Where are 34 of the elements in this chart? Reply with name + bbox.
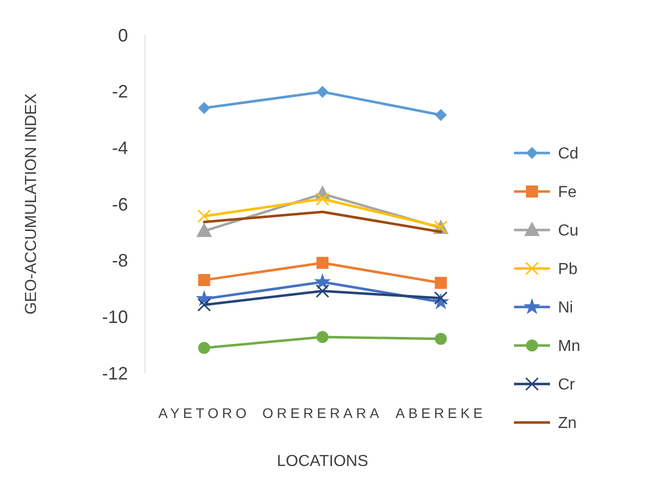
legend-label: Ni bbox=[558, 300, 574, 317]
point bbox=[198, 102, 210, 114]
y-tick-label: -8 bbox=[112, 250, 128, 271]
legend-label: Pb bbox=[558, 261, 578, 278]
point bbox=[314, 273, 332, 290]
point bbox=[434, 276, 447, 289]
legend-label: Cd bbox=[558, 146, 578, 163]
point bbox=[198, 342, 210, 354]
y-tick-label: -2 bbox=[112, 82, 128, 102]
point bbox=[434, 291, 448, 305]
x-axis-title: LOCATIONS bbox=[276, 453, 368, 470]
x-tick-label: ABEREKE bbox=[396, 405, 486, 421]
legend-label: Mn bbox=[558, 338, 580, 356]
legend-label: Fe bbox=[558, 184, 577, 202]
point bbox=[434, 332, 447, 345]
legend-label: Cu bbox=[558, 222, 578, 240]
y-axis-title: GEO-ACCUMULATION INDEX bbox=[23, 93, 40, 315]
x-tick-label: ORERERARA bbox=[262, 405, 383, 421]
point bbox=[434, 108, 447, 121]
point bbox=[196, 222, 212, 238]
point bbox=[316, 330, 328, 343]
legend-label: Cr bbox=[558, 376, 576, 394]
y-tick-label: -10 bbox=[102, 306, 128, 327]
point bbox=[198, 274, 210, 286]
y-tick-label: -12 bbox=[102, 363, 128, 384]
legend-label: Zn bbox=[558, 415, 577, 432]
point bbox=[316, 86, 328, 98]
y-tick-label: -6 bbox=[112, 194, 128, 214]
point bbox=[316, 256, 328, 269]
y-tick-label: -4 bbox=[112, 138, 128, 158]
y-tick-label: 0 bbox=[118, 25, 128, 46]
point bbox=[316, 192, 330, 206]
point bbox=[316, 284, 330, 298]
x-tick-label: AYETORO bbox=[158, 405, 250, 421]
